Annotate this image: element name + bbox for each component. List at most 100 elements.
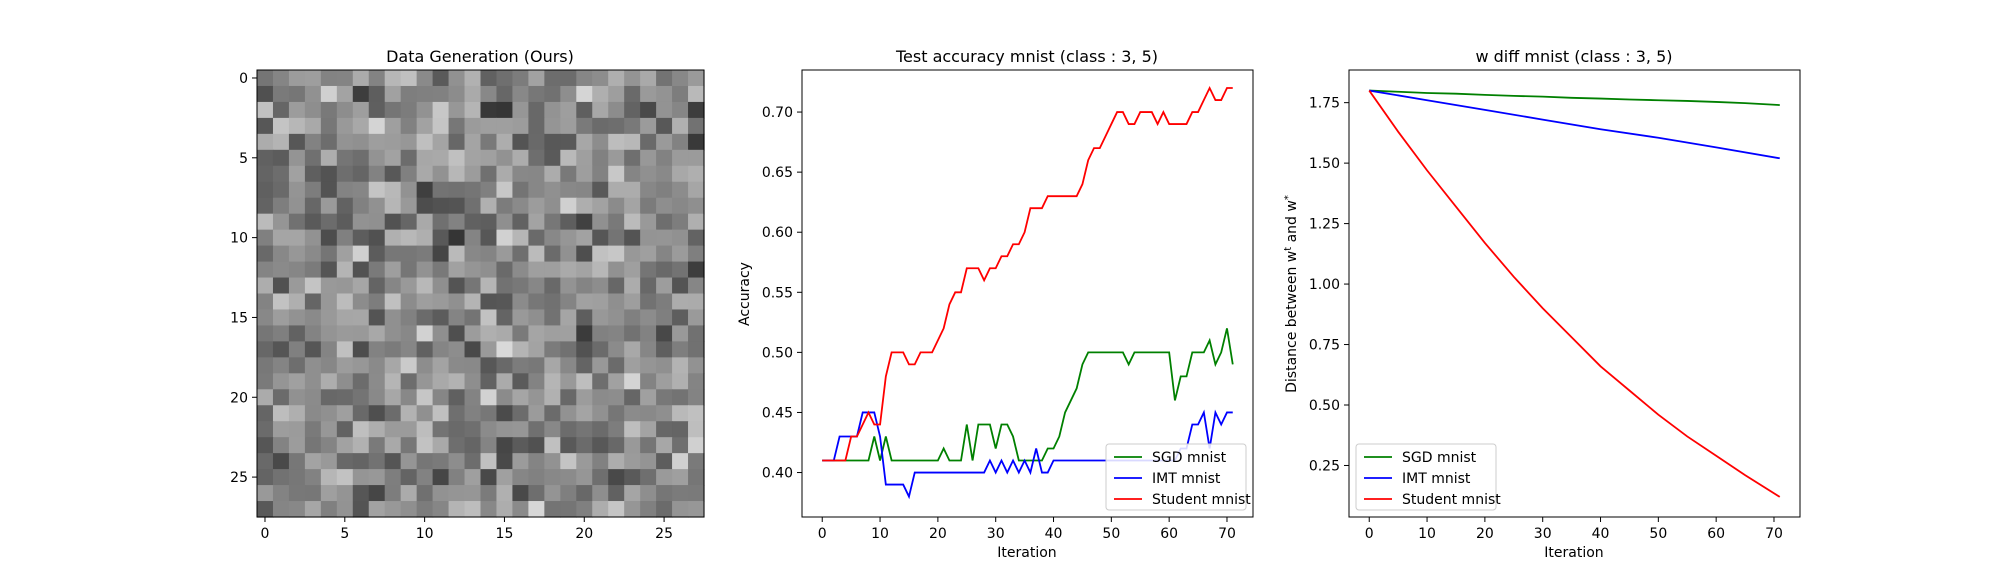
heatmap-cell bbox=[528, 85, 545, 103]
heatmap-cell bbox=[384, 101, 402, 119]
heatmap-cell bbox=[384, 261, 402, 279]
heatmap-cell bbox=[560, 149, 577, 167]
heatmap-cell bbox=[656, 485, 673, 502]
heatmap-cell bbox=[432, 197, 450, 215]
heatmap-cell bbox=[672, 453, 689, 470]
heatmap-cell bbox=[464, 421, 482, 438]
heatmap-cell bbox=[512, 197, 529, 215]
heatmap-cell bbox=[480, 181, 498, 199]
heatmap-cell bbox=[448, 405, 466, 422]
heatmap-cell bbox=[592, 133, 609, 151]
heatmap-cell bbox=[432, 357, 450, 374]
heatmap-cell bbox=[400, 261, 418, 279]
x-tick-label: 20 bbox=[1476, 526, 1494, 542]
heatmap-cell bbox=[320, 117, 338, 135]
heatmap-cell bbox=[656, 373, 673, 390]
heatmap-cell bbox=[336, 197, 354, 215]
heatmap-cell bbox=[352, 309, 370, 327]
heatmap-cell bbox=[656, 437, 673, 454]
x-tick-label: 70 bbox=[1765, 526, 1783, 542]
y-tick-label: 1.50 bbox=[1309, 156, 1340, 172]
heatmap-cell bbox=[336, 85, 354, 103]
heatmap-cell bbox=[320, 229, 338, 247]
heatmap-cell bbox=[368, 277, 386, 295]
heatmap-cell bbox=[560, 293, 577, 311]
heatmap-cell bbox=[368, 70, 386, 87]
heatmap-cell bbox=[384, 389, 402, 406]
heatmap-cell bbox=[352, 421, 370, 438]
heatmap-cell bbox=[512, 293, 529, 311]
heatmap-cell bbox=[480, 453, 498, 470]
heatmap-cell bbox=[480, 85, 498, 103]
heatmap-cell bbox=[608, 213, 625, 231]
wdiff-ticks: 0 10 20 30 40 50 60 70 0.25 0.50 0.75 1.00 1.25 1.50 1… bbox=[1309, 96, 1783, 542]
heatmap-cell bbox=[512, 85, 529, 103]
heatmap-cell bbox=[336, 357, 354, 374]
heatmap-cell bbox=[368, 373, 386, 390]
heatmap-ticks: 0 5 10 15 20 25 0 5 10 15 20 25 bbox=[230, 71, 673, 542]
y-tick-label: 1.00 bbox=[1309, 277, 1340, 293]
heatmap-cell bbox=[400, 389, 418, 406]
heatmap-cell bbox=[384, 245, 402, 263]
heatmap-cell bbox=[416, 421, 434, 438]
wdiff-background bbox=[1349, 70, 1800, 517]
heatmap-cell bbox=[544, 469, 561, 486]
heatmap-cell bbox=[257, 341, 274, 358]
heatmap-cell bbox=[624, 245, 641, 263]
heatmap-cell bbox=[688, 405, 705, 422]
heatmap-cell bbox=[448, 213, 466, 231]
heatmap-cell bbox=[288, 165, 306, 183]
heatmap-cell bbox=[512, 405, 529, 422]
heatmap-cell bbox=[592, 405, 609, 422]
heatmap-cell bbox=[257, 213, 274, 231]
heatmap-cell bbox=[560, 453, 577, 470]
heatmap-cell bbox=[400, 165, 418, 183]
heatmap-cell bbox=[400, 181, 418, 199]
heatmap-cell bbox=[432, 229, 450, 247]
heatmap-cell bbox=[688, 309, 705, 327]
heatmap-cell bbox=[464, 293, 482, 311]
heatmap-cell bbox=[416, 213, 434, 231]
heatmap-cell bbox=[544, 229, 561, 247]
heatmap-cell bbox=[512, 501, 529, 518]
heatmap-cell bbox=[336, 181, 354, 199]
heatmap-cell bbox=[400, 485, 418, 502]
heatmap-cell bbox=[464, 229, 482, 247]
heatmap-cell bbox=[272, 70, 290, 87]
heatmap-cell bbox=[257, 501, 274, 518]
heatmap-cell bbox=[592, 245, 609, 263]
heatmap-cell bbox=[624, 389, 641, 406]
heatmap-cell bbox=[512, 421, 529, 438]
y-tick-label: 0.75 bbox=[1309, 338, 1340, 354]
heatmap-cell bbox=[592, 85, 609, 103]
heatmap-cell bbox=[528, 197, 545, 215]
heatmap-cell bbox=[336, 453, 354, 470]
heatmap-cell bbox=[544, 277, 561, 295]
heatmap-cell bbox=[448, 373, 466, 390]
legend-label: SGD mnist bbox=[1402, 450, 1477, 466]
heatmap-cell bbox=[480, 117, 498, 135]
heatmap-cell bbox=[480, 469, 498, 486]
heatmap-cell bbox=[272, 389, 290, 406]
heatmap-cell bbox=[257, 421, 274, 438]
heatmap-cell bbox=[400, 453, 418, 470]
heatmap-cell bbox=[496, 485, 514, 502]
heatmap-cell bbox=[496, 469, 514, 486]
legend-label: Student mnist bbox=[1402, 492, 1501, 508]
heatmap-cell bbox=[544, 117, 561, 135]
heatmap-cell bbox=[304, 245, 322, 263]
heatmap-cell bbox=[352, 325, 370, 342]
heatmap-cell bbox=[272, 133, 290, 151]
y-tick-label: 25 bbox=[230, 470, 248, 486]
legend-label: Student mnist bbox=[1152, 492, 1251, 508]
heatmap-cell bbox=[432, 149, 450, 167]
heatmap-cell bbox=[368, 325, 386, 342]
heatmap-cell bbox=[352, 229, 370, 247]
heatmap-cell bbox=[672, 373, 689, 390]
heatmap-cell bbox=[576, 133, 593, 151]
heatmap-cell bbox=[512, 165, 529, 183]
heatmap-cell bbox=[288, 485, 306, 502]
heatmap-cell bbox=[528, 437, 545, 454]
heatmap-cell bbox=[576, 421, 593, 438]
heatmap-cell bbox=[576, 341, 593, 358]
